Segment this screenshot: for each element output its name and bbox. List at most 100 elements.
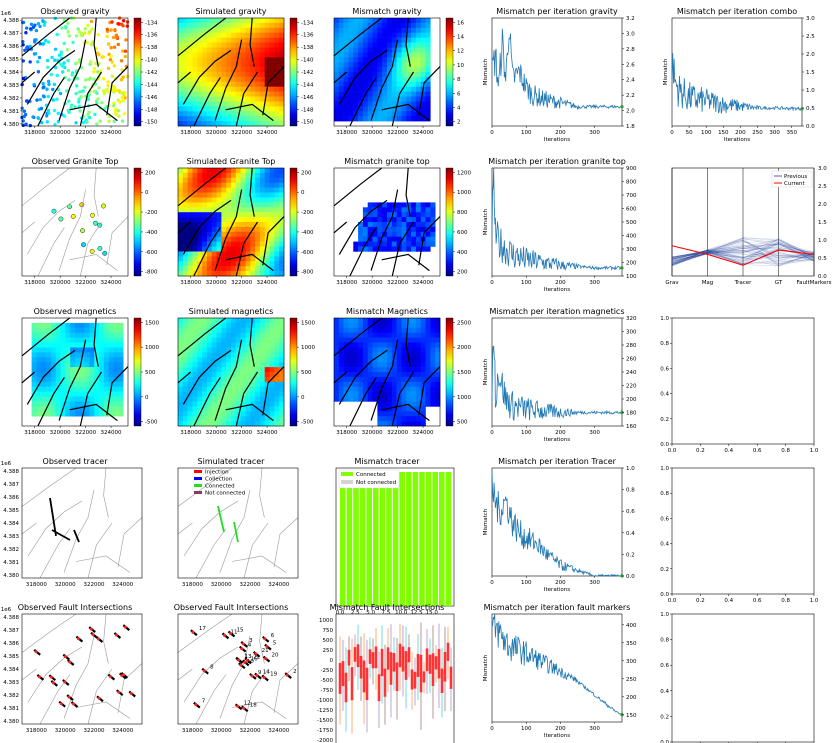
grid-cell [187,106,193,112]
grid-cell [269,217,275,223]
grid-cell [274,52,280,58]
grid-cell [178,207,184,213]
plot-bg [22,614,142,724]
grid-cell [415,322,421,329]
grid-cell [425,322,431,329]
grid-cell [382,217,388,223]
grid-cell [353,27,359,33]
grid-cell [255,327,261,333]
grid-cell [274,322,280,329]
grid-cell [75,362,81,368]
intersection-point [76,637,80,641]
data-point [58,91,63,96]
grid-cell [362,231,368,237]
grid-cell [358,22,364,29]
data-point [96,97,100,101]
fault-line [249,317,255,367]
grid-cell [113,396,119,402]
grid-cell [221,376,227,383]
grid-cell [411,342,417,348]
grid-cell [372,32,378,38]
grid-cell [430,241,436,247]
grid-cell [55,376,61,383]
grid-cell [55,322,61,329]
grid-cell [259,217,265,223]
grid-cell [334,18,340,24]
fault-line [182,199,232,255]
previous-line [671,239,815,266]
cbar-tick-label: -500 [145,420,158,426]
grid-cell [415,207,421,213]
grid-cell [250,342,256,348]
data-point [55,32,59,37]
grid-cell [353,106,359,112]
data-point [105,27,110,31]
grid-cell [226,101,232,107]
grid-cell [235,168,241,174]
grid-cell [343,57,349,63]
grid-cell [391,322,397,329]
data-point [101,77,106,81]
grid-cell [94,372,100,378]
grid-cell [411,202,417,208]
cbar-tick-label: 6 [457,91,461,97]
grid-cell [178,322,184,329]
grid-cell [274,207,280,213]
grid-cell [245,111,251,117]
grid-cell [387,86,393,92]
grid-cell [353,362,359,368]
data-point [56,120,61,124]
grid-cell [274,401,280,407]
grid-cell [94,401,100,407]
grid-cell [178,406,184,412]
grid-cell [235,381,241,387]
data-point [74,34,79,38]
grid-cell [367,52,373,58]
grid-cell [245,222,251,228]
grid-cell [391,101,397,107]
grid-cell [274,357,280,363]
grid-cell [197,226,203,233]
grid-cell [367,116,373,122]
grid-cell [197,222,203,228]
grid-cell [108,401,114,407]
grid-cell [348,347,354,353]
grid-cell [206,231,212,237]
grid-cell [358,236,364,242]
grid-cell [411,362,417,368]
grid-cell [264,411,270,417]
grid-cell [226,22,232,29]
y-tick-label: 4.387 [3,628,19,634]
grid-cell [31,401,37,407]
grid-cell [372,222,378,228]
grid-cell [226,121,232,127]
grid-cell [415,116,421,122]
grid-cell [55,411,61,417]
box [440,668,444,693]
grid-cell [50,376,56,383]
grid-cell [259,62,265,68]
grid-cell [377,342,383,348]
grid-cell [36,367,42,373]
x-tick-label: 318000 [180,430,201,436]
grid-cell [259,192,265,198]
grid-cell [235,177,241,183]
grid-cell [231,217,237,223]
data-point [67,99,71,103]
grid-cell [75,401,81,407]
previous-line [671,239,815,265]
grid-cell [415,67,421,73]
grid-cell [415,62,421,68]
grid-cell [50,332,56,338]
cbar-tick-label: 2500 [457,320,471,326]
grid-cell [231,372,237,378]
grid-cell [372,111,378,117]
grid-cell [396,116,402,122]
grid-cell [206,372,212,378]
grid-cell [372,391,378,397]
grid-cell [231,337,237,343]
grid-cell [113,401,119,407]
data-point [113,85,117,90]
grid-cell [382,76,388,83]
